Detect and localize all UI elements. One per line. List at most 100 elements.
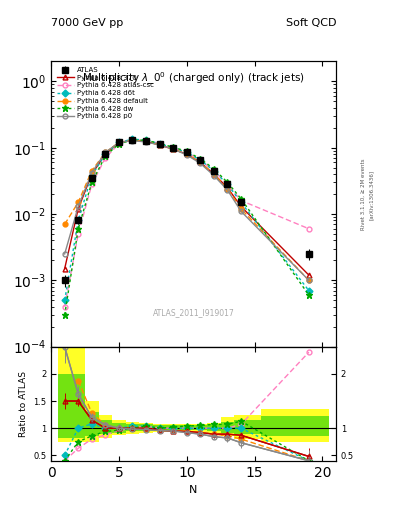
Pythia 6.428 atlas-csc [103, 155, 108, 161]
Pythia 6.428 d6t [76, 218, 81, 224]
Pythia 6.428 370 [90, 171, 94, 177]
Line: Pythia 6.428 default: Pythia 6.428 default [62, 138, 311, 283]
Pythia 6.428 dw [198, 156, 203, 162]
Pythia 6.428 atlas-csc [171, 145, 176, 151]
Pythia 6.428 dw [76, 226, 81, 232]
Pythia 6.428 d6t [130, 136, 135, 142]
Pythia 6.428 default [103, 150, 108, 156]
Pythia 6.428 atlas-csc [117, 141, 121, 147]
Pythia 6.428 dw [184, 148, 189, 155]
Pythia 6.428 370 [225, 185, 230, 191]
Pythia 6.428 370 [76, 206, 81, 212]
Line: Pythia 6.428 370: Pythia 6.428 370 [62, 138, 311, 278]
Pythia 6.428 d6t [90, 173, 94, 179]
Pythia 6.428 d6t [225, 181, 230, 187]
Pythia 6.428 d6t [184, 150, 189, 156]
Line: Pythia 6.428 p0: Pythia 6.428 p0 [62, 138, 311, 283]
Pythia 6.428 atlas-csc [225, 181, 230, 187]
Pythia 6.428 p0 [76, 203, 81, 209]
Pythia 6.428 d6t [144, 137, 149, 143]
Text: [arXiv:1306.3436]: [arXiv:1306.3436] [369, 169, 374, 220]
Pythia 6.428 atlas-csc [157, 141, 162, 147]
Pythia 6.428 d6t [117, 139, 121, 145]
Line: Pythia 6.428 d6t: Pythia 6.428 d6t [62, 137, 311, 303]
Text: ATLAS_2011_I919017: ATLAS_2011_I919017 [152, 308, 235, 317]
Pythia 6.428 370 [171, 146, 176, 152]
Pythia 6.428 370 [144, 138, 149, 144]
Pythia 6.428 p0 [144, 139, 149, 145]
Text: 7000 GeV pp: 7000 GeV pp [51, 18, 123, 28]
Pythia 6.428 default [117, 139, 121, 145]
Pythia 6.428 370 [117, 139, 121, 145]
Pythia 6.428 default [198, 159, 203, 165]
Pythia 6.428 dw [211, 166, 216, 172]
Pythia 6.428 p0 [184, 152, 189, 158]
Pythia 6.428 d6t [211, 167, 216, 174]
Pythia 6.428 d6t [198, 157, 203, 163]
Pythia 6.428 dw [130, 137, 135, 143]
Pythia 6.428 default [130, 137, 135, 143]
Pythia 6.428 dw [307, 292, 311, 298]
Pythia 6.428 default [307, 278, 311, 284]
Pythia 6.428 p0 [62, 251, 67, 257]
Pythia 6.428 atlas-csc [307, 226, 311, 232]
Pythia 6.428 370 [211, 171, 216, 177]
Pythia 6.428 370 [62, 266, 67, 272]
Pythia 6.428 d6t [307, 288, 311, 294]
Pythia 6.428 dw [171, 144, 176, 150]
Pythia 6.428 dw [225, 179, 230, 185]
Pythia 6.428 p0 [171, 146, 176, 152]
Pythia 6.428 p0 [239, 208, 243, 215]
Pythia 6.428 d6t [171, 145, 176, 151]
Pythia 6.428 d6t [103, 151, 108, 157]
Y-axis label: Ratio to ATLAS: Ratio to ATLAS [18, 371, 28, 437]
Text: Rivet 3.1.10, ≥ 2M events: Rivet 3.1.10, ≥ 2M events [361, 159, 366, 230]
Text: Multiplicity $\lambda\_0^0$ (charged only) (track jets): Multiplicity $\lambda\_0^0$ (charged onl… [82, 70, 305, 87]
Pythia 6.428 370 [184, 151, 189, 157]
Pythia 6.428 p0 [225, 187, 230, 193]
Pythia 6.428 default [225, 186, 230, 192]
Pythia 6.428 370 [130, 137, 135, 143]
Pythia 6.428 atlas-csc [211, 167, 216, 174]
Pythia 6.428 d6t [157, 141, 162, 147]
Pythia 6.428 370 [198, 159, 203, 165]
Pythia 6.428 default [76, 199, 81, 205]
Pythia 6.428 dw [144, 137, 149, 143]
Pythia 6.428 370 [307, 272, 311, 278]
Pythia 6.428 default [239, 206, 243, 212]
Pythia 6.428 default [90, 167, 94, 174]
Pythia 6.428 p0 [90, 169, 94, 176]
Pythia 6.428 p0 [117, 139, 121, 145]
Pythia 6.428 atlas-csc [130, 137, 135, 143]
Pythia 6.428 dw [90, 179, 94, 185]
Pythia 6.428 dw [157, 141, 162, 147]
Pythia 6.428 370 [103, 151, 108, 157]
Pythia 6.428 dw [62, 312, 67, 318]
Pythia 6.428 p0 [157, 142, 162, 148]
Pythia 6.428 default [62, 221, 67, 227]
Pythia 6.428 dw [239, 196, 243, 202]
Pythia 6.428 default [211, 171, 216, 177]
Pythia 6.428 atlas-csc [76, 231, 81, 237]
Pythia 6.428 p0 [130, 138, 135, 144]
Pythia 6.428 atlas-csc [198, 157, 203, 163]
X-axis label: N: N [189, 485, 198, 495]
Pythia 6.428 dw [117, 141, 121, 147]
Line: Pythia 6.428 atlas-csc: Pythia 6.428 atlas-csc [62, 138, 311, 309]
Pythia 6.428 d6t [239, 199, 243, 205]
Line: Pythia 6.428 dw: Pythia 6.428 dw [62, 137, 312, 318]
Pythia 6.428 dw [103, 153, 108, 159]
Pythia 6.428 default [184, 151, 189, 157]
Pythia 6.428 atlas-csc [144, 137, 149, 143]
Pythia 6.428 p0 [211, 173, 216, 179]
Legend: ATLAS, Pythia 6.428 370, Pythia 6.428 atlas-csc, Pythia 6.428 d6t, Pythia 6.428 : ATLAS, Pythia 6.428 370, Pythia 6.428 at… [55, 65, 156, 121]
Pythia 6.428 default [144, 138, 149, 144]
Pythia 6.428 d6t [62, 297, 67, 304]
Pythia 6.428 atlas-csc [62, 304, 67, 310]
Pythia 6.428 default [157, 142, 162, 148]
Pythia 6.428 370 [157, 142, 162, 148]
Pythia 6.428 p0 [103, 150, 108, 156]
Pythia 6.428 default [171, 146, 176, 152]
Pythia 6.428 atlas-csc [184, 150, 189, 156]
Pythia 6.428 p0 [307, 278, 311, 284]
